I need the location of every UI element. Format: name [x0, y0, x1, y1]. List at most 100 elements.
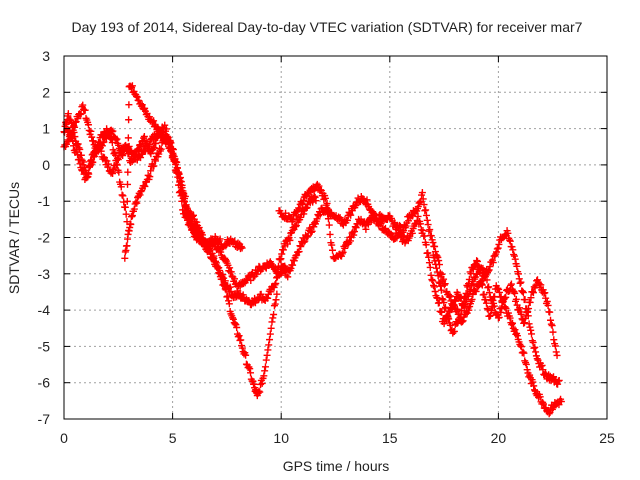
data-point [494, 244, 502, 252]
data-point [485, 283, 493, 291]
data-point [76, 160, 84, 168]
data-point [238, 344, 246, 352]
x-tick-label: 15 [382, 430, 398, 446]
data-point [498, 304, 506, 312]
data-point [311, 193, 319, 201]
data-point [302, 204, 310, 212]
data-point [216, 235, 224, 243]
data-point [352, 224, 360, 232]
data-point [137, 154, 145, 162]
data-point [108, 135, 116, 143]
data-point [502, 293, 510, 301]
data-point [495, 288, 503, 296]
data-point [506, 314, 514, 322]
data-point [483, 276, 491, 284]
data-point [549, 404, 557, 412]
data-point [422, 211, 430, 219]
data-point [315, 212, 323, 220]
data-point [485, 266, 493, 274]
data-point [445, 293, 453, 301]
data-point [524, 308, 532, 316]
data-point [265, 341, 273, 349]
data-point [414, 212, 422, 220]
data-point [504, 229, 512, 237]
data-point [287, 264, 295, 272]
data-point [111, 148, 119, 156]
data-point [495, 285, 503, 293]
data-point [171, 157, 179, 165]
data-point [87, 127, 95, 135]
data-point [440, 275, 448, 283]
data-point [80, 158, 88, 166]
data-point [209, 255, 217, 263]
data-point [510, 288, 518, 296]
data-point [324, 215, 332, 223]
data-point [325, 221, 333, 229]
data-point [419, 226, 427, 234]
data-point [517, 343, 525, 351]
data-point [175, 189, 183, 197]
data-point [323, 204, 331, 212]
data-point [350, 231, 358, 239]
data-point [242, 351, 250, 359]
data-point [125, 150, 133, 158]
data-point [163, 132, 171, 140]
data-point [138, 150, 146, 158]
data-point [405, 217, 413, 225]
data-point [268, 318, 276, 326]
data-point [513, 332, 521, 340]
data-point [146, 173, 154, 181]
data-point [109, 166, 117, 174]
data-point [78, 167, 86, 175]
data-point [278, 250, 286, 258]
data-point [390, 220, 398, 228]
data-point [222, 242, 230, 250]
data-point [86, 162, 94, 170]
data-point [74, 151, 82, 159]
chart-title: Day 193 of 2014, Sidereal Day-to-day VTE… [72, 19, 583, 35]
data-point [192, 224, 200, 232]
data-point [550, 336, 558, 344]
data-point [440, 281, 448, 289]
data-point [279, 246, 287, 254]
data-point [255, 387, 263, 395]
data-point [553, 351, 561, 359]
data-point [468, 281, 476, 289]
data-point [441, 303, 449, 311]
data-point [467, 287, 475, 295]
data-point [452, 297, 460, 305]
data-point [509, 319, 517, 327]
data-point [445, 315, 453, 323]
data-point [328, 241, 336, 249]
data-point [527, 326, 535, 334]
data-point [285, 266, 293, 274]
data-point [414, 203, 422, 211]
data-point [246, 365, 254, 373]
data-point [494, 284, 502, 292]
data-point [137, 142, 145, 150]
data-point [497, 308, 505, 316]
x-tick-label: 5 [169, 430, 177, 446]
data-point [247, 276, 255, 284]
data-point [247, 369, 255, 377]
data-point [529, 378, 537, 386]
data-point [229, 315, 237, 323]
y-tick-label: 0 [42, 157, 50, 173]
data-point [514, 270, 522, 278]
data-point [425, 259, 433, 267]
data-point [435, 278, 443, 286]
data-point [237, 243, 245, 251]
data-point [450, 327, 458, 335]
data-point [266, 330, 274, 338]
data-point [402, 222, 410, 230]
data-point [531, 386, 539, 394]
data-point [520, 349, 528, 357]
data-point [377, 219, 385, 227]
data-point [321, 194, 329, 202]
data-point [104, 163, 112, 171]
data-point [124, 168, 132, 176]
data-point [491, 252, 499, 260]
data-point [283, 240, 291, 248]
data-point [297, 243, 305, 251]
data-point [123, 197, 131, 205]
